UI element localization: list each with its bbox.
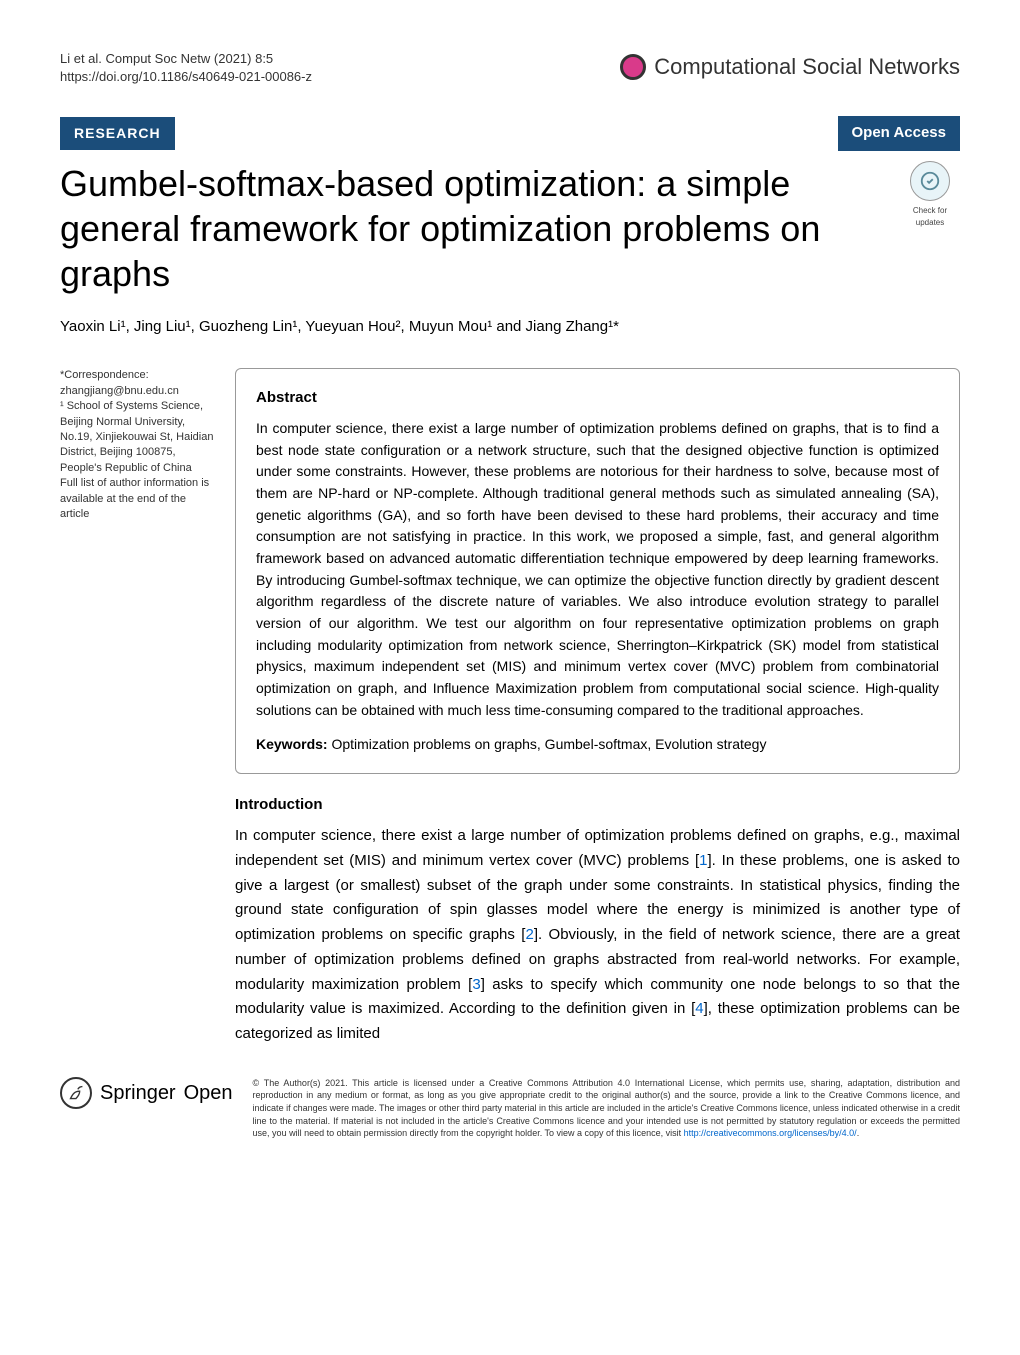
full-list-note: Full list of author information is avail… xyxy=(60,476,215,522)
page-header: Li et al. Comput Soc Netw (2021) 8:5 htt… xyxy=(60,50,960,86)
copyright-period: . xyxy=(857,1128,860,1138)
abstract-box: Abstract In computer science, there exis… xyxy=(235,368,960,773)
research-badge: RESEARCH xyxy=(60,117,175,150)
main-column: Abstract In computer science, there exis… xyxy=(235,368,960,1046)
keywords-text: Optimization problems on graphs, Gumbel-… xyxy=(331,736,766,752)
check-updates-widget[interactable]: Check for updates xyxy=(900,161,960,229)
affiliation-text: ¹ School of Systems Science, Beijing Nor… xyxy=(60,399,215,476)
paper-title: Gumbel-softmax-based optimization: a sim… xyxy=(60,161,880,296)
correspondence-email: zhangjiang@bnu.edu.cn xyxy=(60,384,215,399)
open-access-badge: Open Access xyxy=(838,116,961,151)
citation-1[interactable]: 1 xyxy=(699,852,707,869)
copyright-block: © The Author(s) 2021. This article is li… xyxy=(253,1077,960,1140)
introduction-heading: Introduction xyxy=(235,794,960,817)
journal-name: Computational Social Networks xyxy=(654,50,960,83)
header-citation-block: Li et al. Comput Soc Netw (2021) 8:5 htt… xyxy=(60,50,312,86)
banner-row: RESEARCH Open Access xyxy=(60,116,960,151)
check-updates-icon xyxy=(910,161,950,201)
introduction-paragraph: In computer science, there exist a large… xyxy=(235,824,960,1047)
citation-line: Li et al. Comput Soc Netw (2021) 8:5 xyxy=(60,50,312,68)
keywords-label: Keywords: xyxy=(256,736,328,752)
springer-open-logo: Springer Open xyxy=(60,1077,233,1109)
springer-horse-icon xyxy=(60,1077,92,1109)
citation-4[interactable]: 4 xyxy=(695,1000,703,1017)
citation-2[interactable]: 2 xyxy=(525,926,533,943)
journal-name-block: Computational Social Networks xyxy=(620,50,960,83)
doi-line: https://doi.org/10.1186/s40649-021-00086… xyxy=(60,68,312,86)
abstract-heading: Abstract xyxy=(256,387,939,410)
keywords-line: Keywords: Optimization problems on graph… xyxy=(256,734,939,755)
license-link[interactable]: http://creativecommons.org/licenses/by/4… xyxy=(684,1128,857,1138)
abstract-text: In computer science, there exist a large… xyxy=(256,418,939,722)
springer-open-text: Open xyxy=(184,1078,233,1108)
title-row: Gumbel-softmax-based optimization: a sim… xyxy=(60,161,960,316)
journal-logo-icon xyxy=(620,54,646,80)
citation-3[interactable]: 3 xyxy=(472,976,480,993)
springer-text: Springer xyxy=(100,1078,176,1108)
correspondence-label: *Correspondence: xyxy=(60,368,215,383)
check-updates-label: Check for updates xyxy=(913,206,947,227)
authors-line: Yaoxin Li¹, Jing Liu¹, Guozheng Lin¹, Yu… xyxy=(60,316,960,339)
correspondence-sidebar: *Correspondence: zhangjiang@bnu.edu.cn ¹… xyxy=(60,368,215,1046)
two-column-layout: *Correspondence: zhangjiang@bnu.edu.cn ¹… xyxy=(60,368,960,1046)
footer-row: Springer Open © The Author(s) 2021. This … xyxy=(60,1077,960,1140)
